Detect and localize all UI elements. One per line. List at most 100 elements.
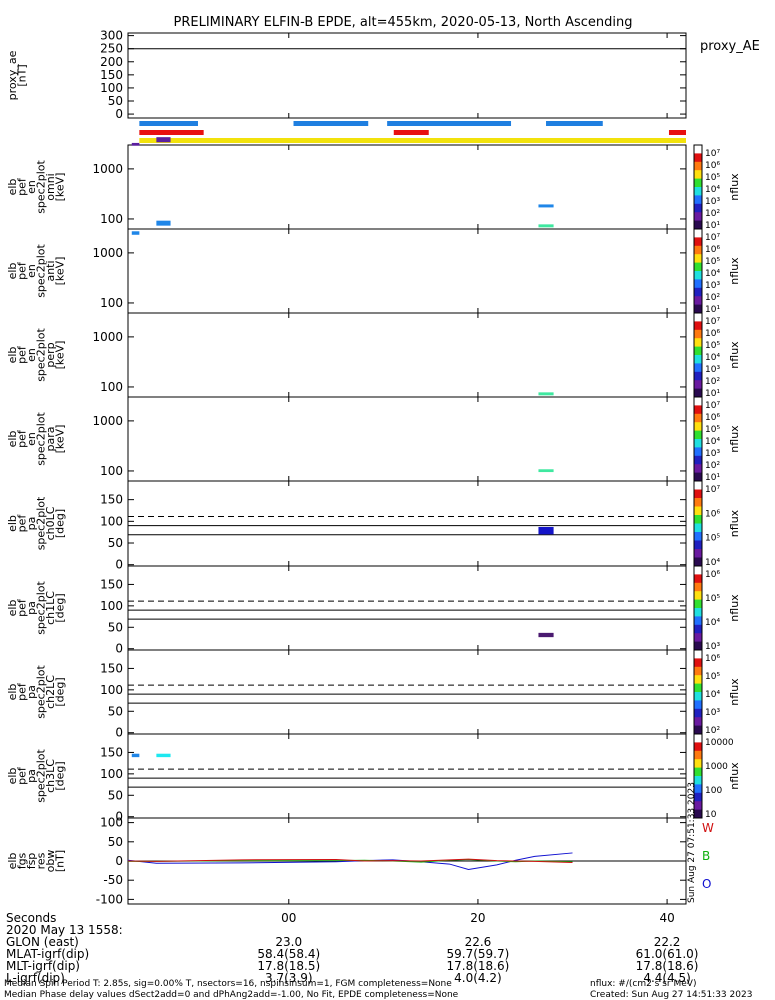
status-bar-segment <box>668 130 686 135</box>
colorbar-tick-label: 10⁵ <box>705 425 720 435</box>
y-tick-label: 50 <box>108 620 123 634</box>
colorbar-tick-label: 10² <box>705 209 720 219</box>
colorbar-segment <box>694 776 702 785</box>
y-tick-label: 150 <box>100 661 123 675</box>
colorbar-segment <box>694 439 702 448</box>
colorbar-tick-label: 10³ <box>705 708 720 718</box>
colorbar-segment <box>694 153 702 163</box>
y-axis-label: fgs <box>16 852 29 869</box>
footer-row-value: 59.7(59.7) <box>447 947 510 961</box>
y-axis-label: elb <box>6 263 19 280</box>
colorbar-segment <box>694 582 702 592</box>
y-axis-label: pef <box>16 682 29 701</box>
colorbar-label: nflux <box>728 594 741 622</box>
y-axis-label: ch2LC <box>44 675 57 709</box>
y-tick-label: 50 <box>108 536 123 550</box>
colorbar-label: nflux <box>728 678 741 706</box>
y-tick-label: 300 <box>100 29 123 43</box>
y-axis-label: spec2plot <box>35 160 48 214</box>
y-tick-label: 1000 <box>92 246 123 260</box>
footer-row-value: 17.8(18.6) <box>636 959 699 973</box>
y-axis-label: fsp <box>25 853 38 870</box>
panel-frame <box>127 32 687 119</box>
colorbar-segment <box>694 388 702 398</box>
y-axis-label: elb <box>6 347 19 364</box>
y-axis-label: omni <box>44 173 57 200</box>
y-axis-label: [nT] <box>16 64 29 86</box>
colorbar-ch2lc: 10⁶ 10⁵ 10⁴ 10³ 10² nflux <box>693 649 741 736</box>
footer-row-value: 23.0 <box>275 935 302 949</box>
panel-frame <box>127 312 687 398</box>
colorbar-tick-label: 10⁶ <box>705 413 720 423</box>
colorbar-segment <box>694 633 702 643</box>
colorbar-segment <box>694 489 702 499</box>
colorbar-segment <box>694 515 702 524</box>
y-tick-label: 0 <box>115 810 123 824</box>
panel-frame <box>127 396 687 482</box>
colorbar-segment <box>694 498 702 507</box>
footer-row-value: 4.0(4.2) <box>454 971 502 985</box>
colorbar-segment <box>694 742 702 752</box>
y-tick-label: 100 <box>100 212 123 226</box>
footer-row-label: MLAT-igrf(dip) <box>6 947 89 961</box>
colorbar: 10⁷10⁶10⁵10⁴10³10²10¹nflux10⁷10⁶10⁵10⁴10… <box>693 144 741 820</box>
footer-row-value: 17.8(18.6) <box>447 959 510 973</box>
y-axis-label: [deg] <box>54 509 67 538</box>
y-axis-label: spec2plot <box>35 496 48 550</box>
y-axis-label: pef <box>16 261 29 280</box>
plot-title: PRELIMINARY ELFIN-B EPDE, alt=455km, 202… <box>174 15 633 30</box>
y-tick-label: 200 <box>100 55 123 69</box>
y-axis-label: anti <box>44 260 57 281</box>
colorbar-segment <box>694 792 702 802</box>
colorbar-tick-label: 10⁵ <box>705 257 720 267</box>
status-bar-segment <box>139 130 204 135</box>
y-tick-label: 100 <box>100 514 123 528</box>
spectrogram-cell <box>156 753 171 758</box>
y-axis-label: en <box>25 348 38 362</box>
status-bar-segment <box>139 138 687 143</box>
y-axis-label: perp <box>44 342 57 367</box>
status-bar-segment <box>139 121 198 126</box>
colorbar-segment <box>694 472 702 482</box>
colorbar-tick-label: 10⁴ <box>705 690 720 700</box>
footer-date-label: 2020 May 13 1558: <box>6 923 123 937</box>
colorbar-segment <box>694 212 702 222</box>
colorbar-segment <box>694 422 702 432</box>
colorbar-segment <box>694 329 702 339</box>
y-axis-label: spec2plot <box>35 244 48 298</box>
y-axis-label: [keV] <box>54 257 67 286</box>
panel-frame <box>127 480 687 567</box>
colorbar-tick-label: 10¹ <box>705 473 720 483</box>
colorbar-segment <box>694 405 702 415</box>
component-label-W: W <box>702 821 714 835</box>
colorbar-segment <box>694 170 702 180</box>
colorbar-segment <box>694 767 702 777</box>
spectrogram-cell <box>538 204 554 208</box>
colorbar-ch1lc: 10⁶ 10⁵ 10⁴ 10³ nflux <box>693 565 741 652</box>
colorbar-segment <box>694 784 702 794</box>
colorbar-segment <box>694 599 702 609</box>
colorbar-segment <box>694 338 702 348</box>
colorbar-segment <box>694 683 702 693</box>
colorbar-tick-label: 10² <box>705 461 720 471</box>
y-axis-label: elb <box>6 515 19 532</box>
y-axis-label: en <box>25 432 38 446</box>
colorbar-tick-label: 10⁶ <box>705 509 720 519</box>
y-axis-label: elb <box>6 600 19 617</box>
colorbar-omni: 10⁷ 10⁶ 10⁵ 10⁴ 10³ 10² 10¹ nflux <box>693 144 741 231</box>
footer-row-value: 58.4(58.4) <box>257 947 320 961</box>
y-tick-label: 0 <box>115 854 123 868</box>
colorbar-segment <box>694 262 702 272</box>
y-axis-label: [keV] <box>54 425 67 454</box>
y-tick-label: -50 <box>103 873 123 887</box>
footer-rows: GLON (east) 23.0 22.6 22.2 MLAT-igrf(dip) 58.… <box>6 935 698 985</box>
colorbar-segment <box>694 650 702 659</box>
colorbar-tick-label: 1000 <box>705 762 728 772</box>
colorbar-tick-label: 10² <box>705 293 720 303</box>
colorbar-tick-label: 10¹ <box>705 389 720 399</box>
